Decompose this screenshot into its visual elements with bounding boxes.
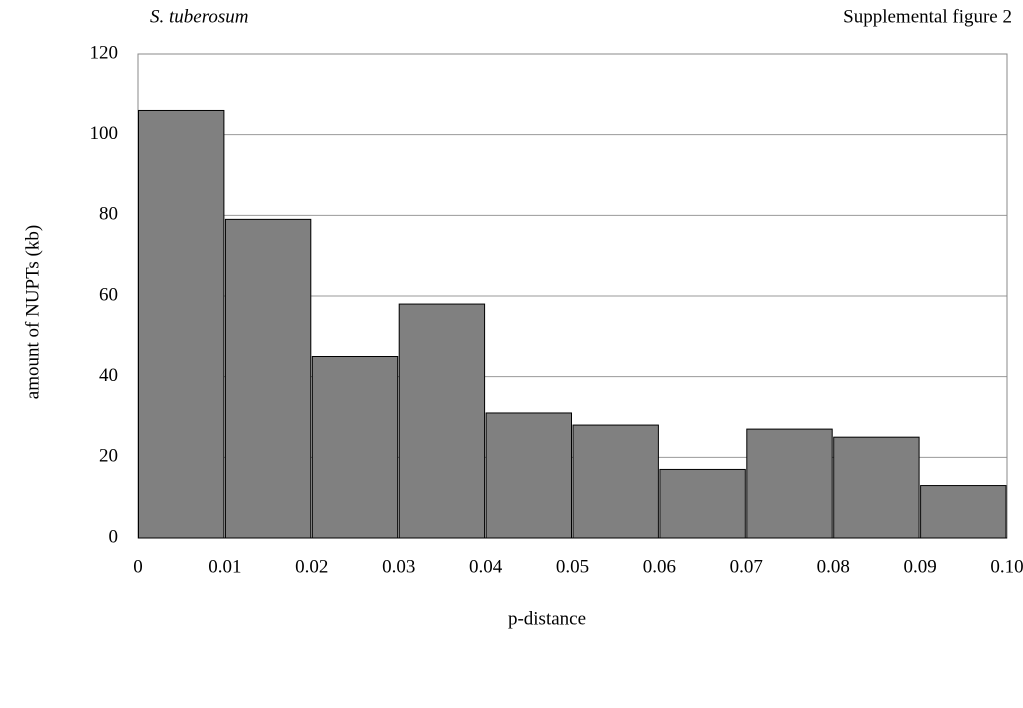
y-tick-label: 0 — [109, 526, 119, 547]
bar — [398, 303, 486, 539]
y-tick-label: 100 — [90, 123, 119, 144]
x-tick-label: 0 — [133, 556, 143, 577]
x-tick-label: 0.01 — [208, 556, 241, 577]
y-tick-label: 80 — [99, 204, 118, 225]
bar — [224, 218, 312, 539]
y-tick-label: 120 — [90, 42, 119, 63]
bar — [833, 436, 920, 539]
y-axis-label: amount of NUPTs (kb) — [22, 225, 43, 399]
bar — [572, 424, 659, 539]
x-tick-label: 0.03 — [382, 556, 415, 577]
x-tick-label: 0.09 — [903, 556, 936, 577]
x-tick-label: 0.06 — [643, 556, 676, 577]
y-tick-label: 60 — [99, 284, 118, 305]
y-tick-label: 20 — [99, 446, 118, 467]
bar — [659, 468, 746, 539]
x-tick-label: 0.02 — [295, 556, 328, 577]
x-axis-label: p-distance — [508, 608, 586, 629]
x-tick-label: 0.04 — [469, 556, 503, 577]
y-tick-label: 40 — [99, 365, 118, 386]
x-tick-label: 0.05 — [556, 556, 589, 577]
bar — [311, 356, 399, 539]
x-tick-label: 0.10 — [990, 556, 1023, 577]
chart-title: S. tuberosum — [150, 6, 249, 27]
bar — [920, 485, 1007, 539]
bar — [746, 428, 833, 539]
x-tick-label: 0.07 — [730, 556, 763, 577]
annotation: Supplemental figure 2 — [843, 6, 1012, 27]
bar — [485, 412, 573, 539]
bar — [138, 109, 225, 539]
x-tick-label: 0.08 — [817, 556, 850, 577]
